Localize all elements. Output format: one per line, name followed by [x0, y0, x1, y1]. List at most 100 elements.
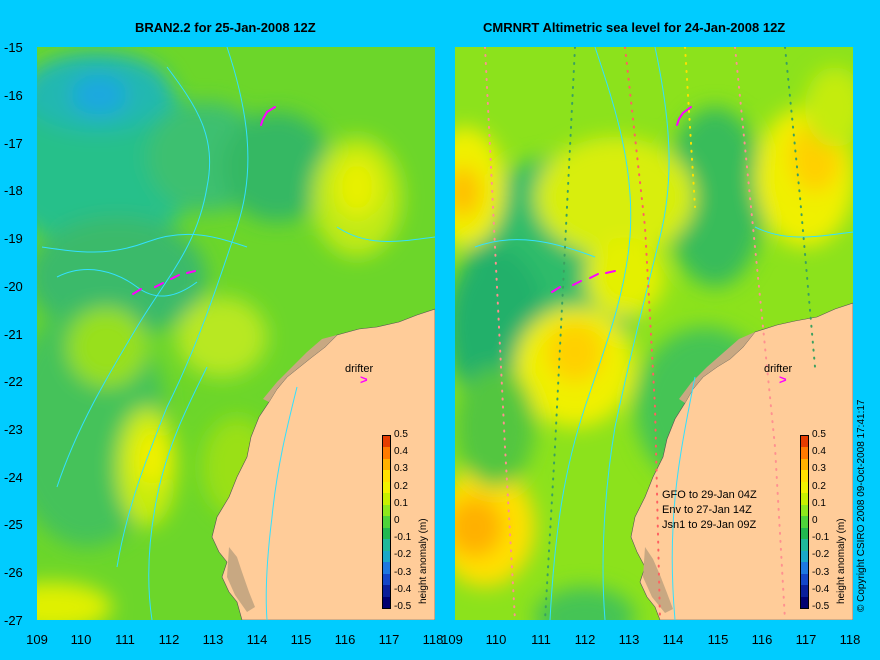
y-tick-label: -16 — [4, 88, 23, 103]
colorbar-swatch — [801, 447, 808, 460]
x-tick-label: 117 — [795, 632, 817, 647]
y-tick-label: -15 — [4, 40, 23, 55]
x-tick-label: 118 — [839, 632, 861, 647]
colorbar-swatch — [383, 470, 390, 483]
colorbar-tick-label: 0.2 — [394, 480, 408, 492]
colorbar-tick-label: 0.2 — [812, 480, 826, 492]
y-tick-label: -18 — [4, 183, 23, 198]
drifter-label: drifter — [345, 363, 374, 375]
x-tick-label: 118 — [422, 632, 444, 647]
colorbar-tick-label: 0.5 — [394, 429, 408, 440]
x-tick-label: 112 — [574, 632, 596, 647]
colorbar-swatch — [801, 481, 808, 494]
colorbar-swatch — [383, 458, 390, 471]
y-tick-label: -17 — [4, 136, 23, 151]
x-tick-label: 110 — [70, 632, 92, 647]
colorbar-swatch — [383, 447, 390, 460]
colorbar-swatch — [383, 562, 390, 575]
x-tick-label: 109 — [26, 632, 48, 647]
drifter-label: drifter — [764, 363, 793, 375]
colorbar-swatch — [801, 504, 808, 517]
right-colorbar — [800, 435, 809, 609]
right-map-svg — [455, 47, 853, 620]
y-tick-label: -21 — [4, 327, 23, 342]
y-tick-label: -25 — [4, 517, 23, 532]
left-panel-title: BRAN2.2 for 25-Jan-2008 12Z — [135, 20, 316, 35]
colorbar-swatch — [383, 493, 390, 506]
x-tick-label: 115 — [290, 632, 312, 647]
y-tick-label: -20 — [4, 279, 23, 294]
colorbar-swatch — [801, 596, 808, 609]
colorbar-tick-label: 0.1 — [812, 497, 826, 509]
satellite-passes: GFO to 29-Jan 04Z Env to 27-Jan 14Z Jsn1… — [662, 488, 757, 533]
colorbar-swatch — [801, 562, 808, 575]
colorbar-tick-label: 0.4 — [394, 446, 408, 458]
y-tick-label: -27 — [4, 613, 23, 628]
colorbar-tick-label: -0.3 — [394, 566, 412, 578]
colorbar-tick-label: 0.3 — [394, 463, 408, 475]
x-tick-label: 110 — [485, 632, 507, 647]
left-map-svg — [37, 47, 435, 620]
colorbar-swatch — [383, 573, 390, 586]
pass-env: Env to 27-Jan 14Z — [662, 504, 752, 516]
x-tick-label: 114 — [662, 632, 684, 647]
right-map-panel — [455, 47, 853, 620]
y-tick-label: -22 — [4, 374, 23, 389]
colorbar-tick-label: -0.1 — [394, 532, 412, 544]
colorbar-tick-label: 0.4 — [812, 446, 826, 458]
left-map-panel — [37, 47, 435, 620]
pass-gfo: GFO to 29-Jan 04Z — [662, 489, 757, 501]
y-tick-label: -23 — [4, 422, 23, 437]
colorbar-tick-label: -0.5 — [394, 601, 412, 612]
x-tick-label: 113 — [202, 632, 224, 647]
colorbar-tick-label: -0.1 — [812, 532, 830, 544]
colorbar-swatch — [383, 539, 390, 552]
colorbar-swatch — [383, 516, 390, 529]
colorbar-swatch — [383, 596, 390, 609]
colorbar-tick-label: 0.5 — [812, 429, 826, 440]
colorbar-swatch — [383, 436, 390, 448]
x-tick-label: 117 — [378, 632, 400, 647]
pass-jsn1: Jsn1 to 29-Jan 09Z — [662, 519, 757, 531]
colorbar-swatch — [801, 585, 808, 598]
colorbar-swatch — [801, 527, 808, 540]
colorbar-swatch — [383, 481, 390, 494]
x-tick-label: 111 — [115, 632, 135, 647]
x-tick-label: 114 — [246, 632, 268, 647]
colorbar-swatch — [383, 527, 390, 540]
colorbar-tick-label: 0 — [394, 515, 400, 526]
y-tick-label: -26 — [4, 565, 23, 580]
left-colorbar — [382, 435, 391, 609]
colorbar-tick-label: 0 — [812, 515, 818, 526]
colorbar-swatch — [801, 470, 808, 483]
colorbar-tick-label: 0.3 — [812, 463, 826, 475]
colorbar-swatch — [801, 516, 808, 529]
x-tick-label: 116 — [751, 632, 773, 647]
x-tick-label: 115 — [707, 632, 729, 647]
colorbar-swatch — [383, 504, 390, 517]
colorbar-tick-label: -0.2 — [812, 549, 830, 561]
right-panel-title: CMRNRT Altimetric sea level for 24-Jan-2… — [483, 20, 786, 35]
colorbar-tick-label: -0.4 — [394, 583, 412, 595]
drifter-arrow-icon: > — [779, 372, 787, 387]
left-colorbar-label: height anomaly (m) — [418, 518, 429, 604]
colorbar-tick-label: 0.1 — [394, 497, 408, 509]
colorbar-swatch — [801, 539, 808, 552]
colorbar-tick-label: -0.5 — [812, 601, 830, 612]
x-tick-label: 113 — [618, 632, 640, 647]
x-tick-label: 112 — [158, 632, 180, 647]
x-tick-label: 116 — [334, 632, 356, 647]
colorbar-swatch — [801, 458, 808, 471]
copyright-text: © Copyright CSIRO 2008 09-Oct-2008 17:41… — [856, 399, 867, 613]
colorbar-swatch — [801, 436, 808, 448]
drifter-arrow-icon: > — [360, 372, 368, 387]
y-tick-label: -19 — [4, 231, 23, 246]
colorbar-tick-label: -0.3 — [812, 566, 830, 578]
colorbar-swatch — [801, 493, 808, 506]
right-colorbar-label: height anomaly (m) — [836, 518, 847, 604]
colorbar-swatch — [801, 573, 808, 586]
y-tick-label: -24 — [4, 470, 23, 485]
colorbar-swatch — [383, 585, 390, 598]
colorbar-swatch — [801, 550, 808, 563]
colorbar-tick-label: -0.4 — [812, 583, 830, 595]
